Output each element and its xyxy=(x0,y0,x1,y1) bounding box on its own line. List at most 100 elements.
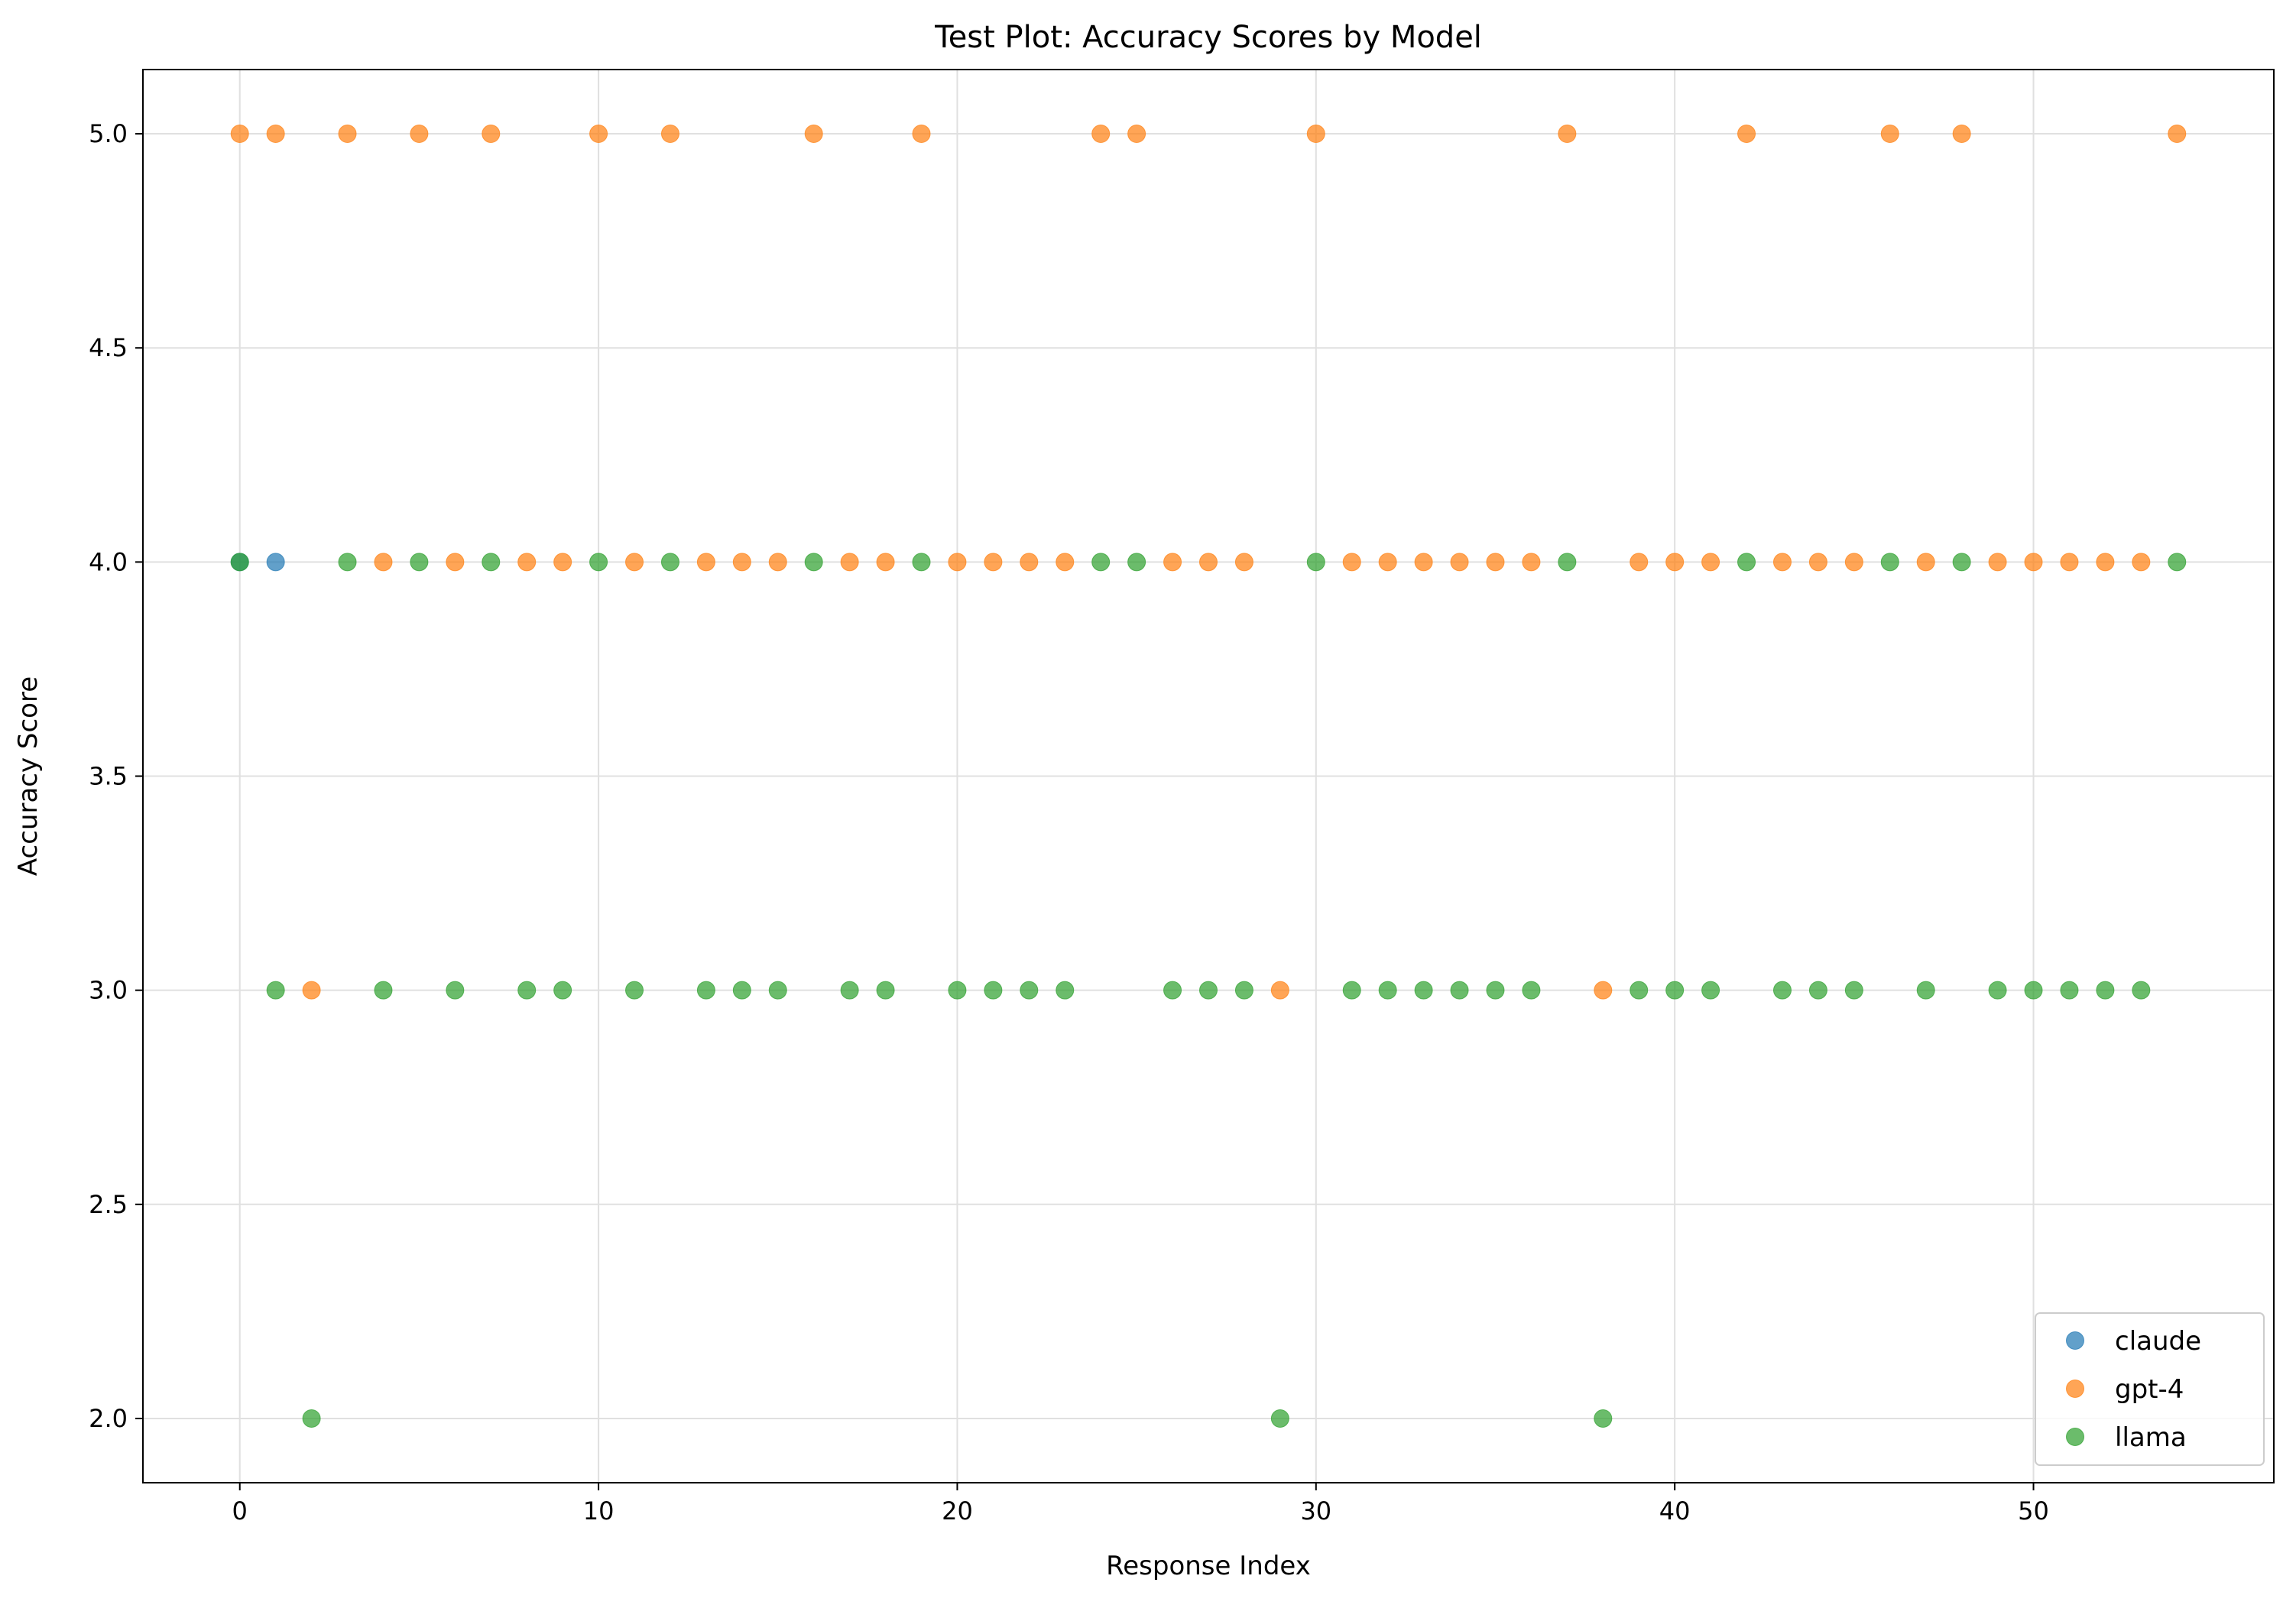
data-point-gpt-4 xyxy=(1127,125,1146,144)
data-point-gpt-4 xyxy=(804,125,823,144)
data-point-gpt-4 xyxy=(1630,553,1649,572)
data-point-llama xyxy=(338,553,357,572)
y-tick-label: 4.0 xyxy=(89,547,128,576)
data-point-gpt-4 xyxy=(2060,553,2079,572)
data-point-llama xyxy=(2096,981,2115,1000)
y-tick-label: 3.0 xyxy=(89,976,128,1005)
data-point-llama xyxy=(1522,981,1541,1000)
legend-marker-llama xyxy=(2066,1428,2084,1446)
data-point-llama xyxy=(1916,981,1935,1000)
data-point-llama xyxy=(1701,981,1720,1000)
data-points xyxy=(230,125,2187,1428)
data-point-llama xyxy=(1844,981,1863,1000)
data-point-llama xyxy=(1020,981,1039,1000)
data-point-llama xyxy=(840,981,859,1000)
data-point-llama xyxy=(1199,981,1218,1000)
legend-box xyxy=(2035,1312,2265,1466)
data-point-gpt-4 xyxy=(410,125,429,144)
legend-marker-claude xyxy=(2066,1331,2084,1350)
data-point-llama xyxy=(876,981,895,1000)
data-point-llama xyxy=(1378,981,1397,1000)
x-tick-label: 20 xyxy=(942,1496,973,1526)
data-point-llama xyxy=(1880,553,1899,572)
x-tick-label: 10 xyxy=(583,1496,615,1526)
data-point-llama xyxy=(230,553,249,572)
data-point-llama xyxy=(589,553,608,572)
data-point-gpt-4 xyxy=(948,553,967,572)
data-point-gpt-4 xyxy=(1701,553,1720,572)
legend-label-llama: llama xyxy=(2115,1422,2187,1453)
data-point-llama xyxy=(1342,981,1361,1000)
data-point-llama xyxy=(553,981,572,1000)
data-point-llama xyxy=(2168,553,2187,572)
y-tick-label: 2.0 xyxy=(89,1404,128,1433)
data-point-gpt-4 xyxy=(1988,553,2007,572)
data-point-gpt-4 xyxy=(2024,553,2043,572)
data-point-gpt-4 xyxy=(230,125,249,144)
data-point-llama xyxy=(660,553,679,572)
legend-label-gpt-4: gpt-4 xyxy=(2115,1374,2184,1405)
data-point-gpt-4 xyxy=(1486,553,1505,572)
data-point-gpt-4 xyxy=(840,553,859,572)
data-point-llama xyxy=(2060,981,2079,1000)
data-point-gpt-4 xyxy=(1665,553,1685,572)
data-point-gpt-4 xyxy=(984,553,1003,572)
data-point-gpt-4 xyxy=(1020,553,1039,572)
data-point-llama xyxy=(374,981,393,1000)
data-point-llama xyxy=(302,1409,321,1428)
data-point-llama xyxy=(1414,981,1433,1000)
data-point-gpt-4 xyxy=(876,553,895,572)
data-point-gpt-4 xyxy=(1342,553,1361,572)
data-point-gpt-4 xyxy=(660,125,679,144)
data-point-llama xyxy=(984,981,1003,1000)
data-point-gpt-4 xyxy=(1737,125,1756,144)
data-point-gpt-4 xyxy=(1916,553,1935,572)
data-point-gpt-4 xyxy=(589,125,608,144)
y-axis-label: Accuracy Score xyxy=(13,676,44,876)
legend: claude gpt-4 llama xyxy=(2035,1312,2265,1466)
data-point-gpt-4 xyxy=(1306,125,1325,144)
data-point-gpt-4 xyxy=(1199,553,1218,572)
data-point-llama xyxy=(1988,981,2007,1000)
data-point-llama xyxy=(482,553,501,572)
data-point-gpt-4 xyxy=(1414,553,1433,572)
data-point-llama xyxy=(1234,981,1253,1000)
data-point-llama xyxy=(1737,553,1756,572)
data-point-gpt-4 xyxy=(732,553,751,572)
data-point-llama xyxy=(266,981,285,1000)
data-point-llama xyxy=(1270,1409,1289,1428)
legend-label-claude: claude xyxy=(2115,1326,2201,1357)
data-point-gpt-4 xyxy=(1270,981,1289,1000)
data-point-gpt-4 xyxy=(446,553,465,572)
data-point-llama xyxy=(732,981,751,1000)
data-point-gpt-4 xyxy=(266,125,285,144)
data-point-llama xyxy=(410,553,429,572)
data-point-gpt-4 xyxy=(1844,553,1863,572)
data-point-gpt-4 xyxy=(625,553,644,572)
data-point-llama xyxy=(1558,553,1577,572)
data-point-llama xyxy=(517,981,537,1000)
legend-marker-gpt-4 xyxy=(2066,1380,2084,1398)
x-tick-label: 40 xyxy=(1659,1496,1691,1526)
data-point-gpt-4 xyxy=(1091,125,1111,144)
x-tick-label: 30 xyxy=(1300,1496,1331,1526)
data-point-gpt-4 xyxy=(302,981,321,1000)
data-point-llama xyxy=(1486,981,1505,1000)
data-point-gpt-4 xyxy=(553,553,572,572)
data-point-gpt-4 xyxy=(1880,125,1899,144)
data-point-llama xyxy=(804,553,823,572)
data-point-gpt-4 xyxy=(696,553,715,572)
data-point-gpt-4 xyxy=(1772,553,1792,572)
data-point-llama xyxy=(1091,553,1111,572)
data-point-gpt-4 xyxy=(1450,553,1469,572)
y-tick-label: 4.5 xyxy=(89,333,128,362)
data-point-gpt-4 xyxy=(1522,553,1541,572)
plot-frame xyxy=(142,69,2275,1483)
data-point-gpt-4 xyxy=(2096,553,2115,572)
data-point-llama xyxy=(1594,1409,1613,1428)
data-point-llama xyxy=(1630,981,1649,1000)
data-point-gpt-4 xyxy=(1163,553,1182,572)
data-point-llama xyxy=(768,981,787,1000)
data-point-llama xyxy=(2132,981,2151,1000)
